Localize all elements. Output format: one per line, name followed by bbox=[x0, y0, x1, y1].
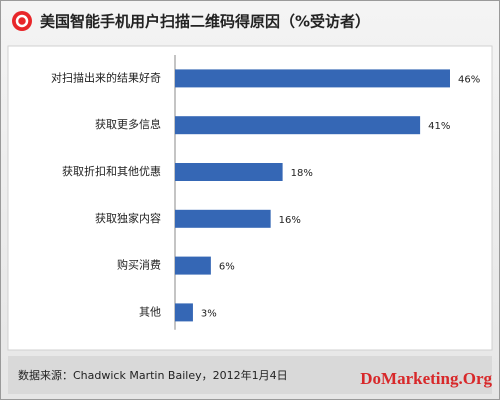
y-tick-label: 其他 bbox=[139, 305, 161, 318]
y-tick-label: 获取独家内容 bbox=[95, 211, 161, 225]
source: 数据来源：Chadwick Martin Bailey，2012年1月4日 bbox=[18, 368, 288, 382]
watermark: DoMarketing.Org bbox=[360, 369, 492, 388]
bar bbox=[175, 209, 271, 228]
bar bbox=[175, 116, 421, 135]
bar bbox=[175, 163, 283, 181]
bar bbox=[175, 256, 211, 275]
y-tick-label: 获取更多信息 bbox=[95, 117, 161, 131]
y-tick-label: 购买消费 bbox=[117, 258, 161, 272]
value-label: 3% bbox=[201, 308, 217, 319]
bar bbox=[175, 303, 193, 322]
value-label: 16% bbox=[279, 215, 301, 226]
bar bbox=[175, 69, 450, 88]
logo bbox=[12, 11, 32, 31]
logo-mark bbox=[15, 14, 29, 28]
value-label: 6% bbox=[219, 262, 235, 273]
footer bbox=[8, 356, 492, 394]
y-tick-label: 对扫描出来的结果好奇 bbox=[51, 70, 161, 84]
value-label: 18% bbox=[291, 168, 313, 179]
value-label: 46% bbox=[458, 74, 480, 85]
plot-area bbox=[7, 45, 493, 351]
y-tick-label: 获取折扣和其他优惠 bbox=[62, 164, 161, 178]
value-label: 41% bbox=[428, 121, 450, 132]
chart-title: 美国智能手机用户扫描二维码得原因（%受访者） bbox=[40, 13, 370, 31]
